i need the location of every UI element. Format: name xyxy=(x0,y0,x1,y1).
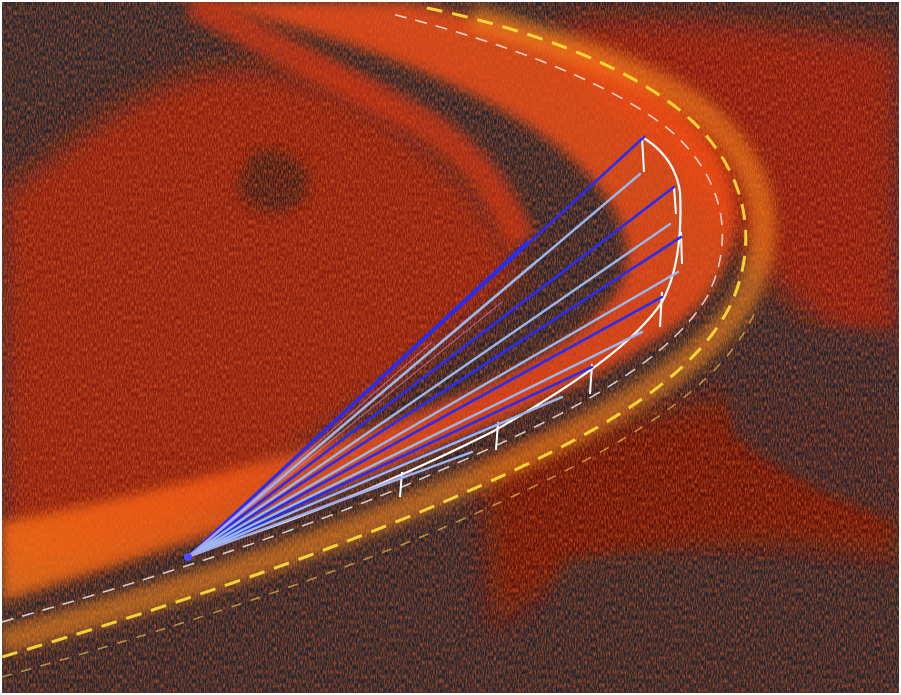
white-edge-line xyxy=(2,13,724,623)
lane-markings xyxy=(2,5,758,678)
road-band xyxy=(2,2,776,655)
observer-point xyxy=(184,553,192,561)
yellow-lane-line xyxy=(2,5,748,659)
blue-sight-lines xyxy=(186,135,683,559)
sight-lines xyxy=(184,135,683,561)
lightblue-sight-lines xyxy=(186,172,680,559)
faint-sight-lines xyxy=(187,301,503,558)
